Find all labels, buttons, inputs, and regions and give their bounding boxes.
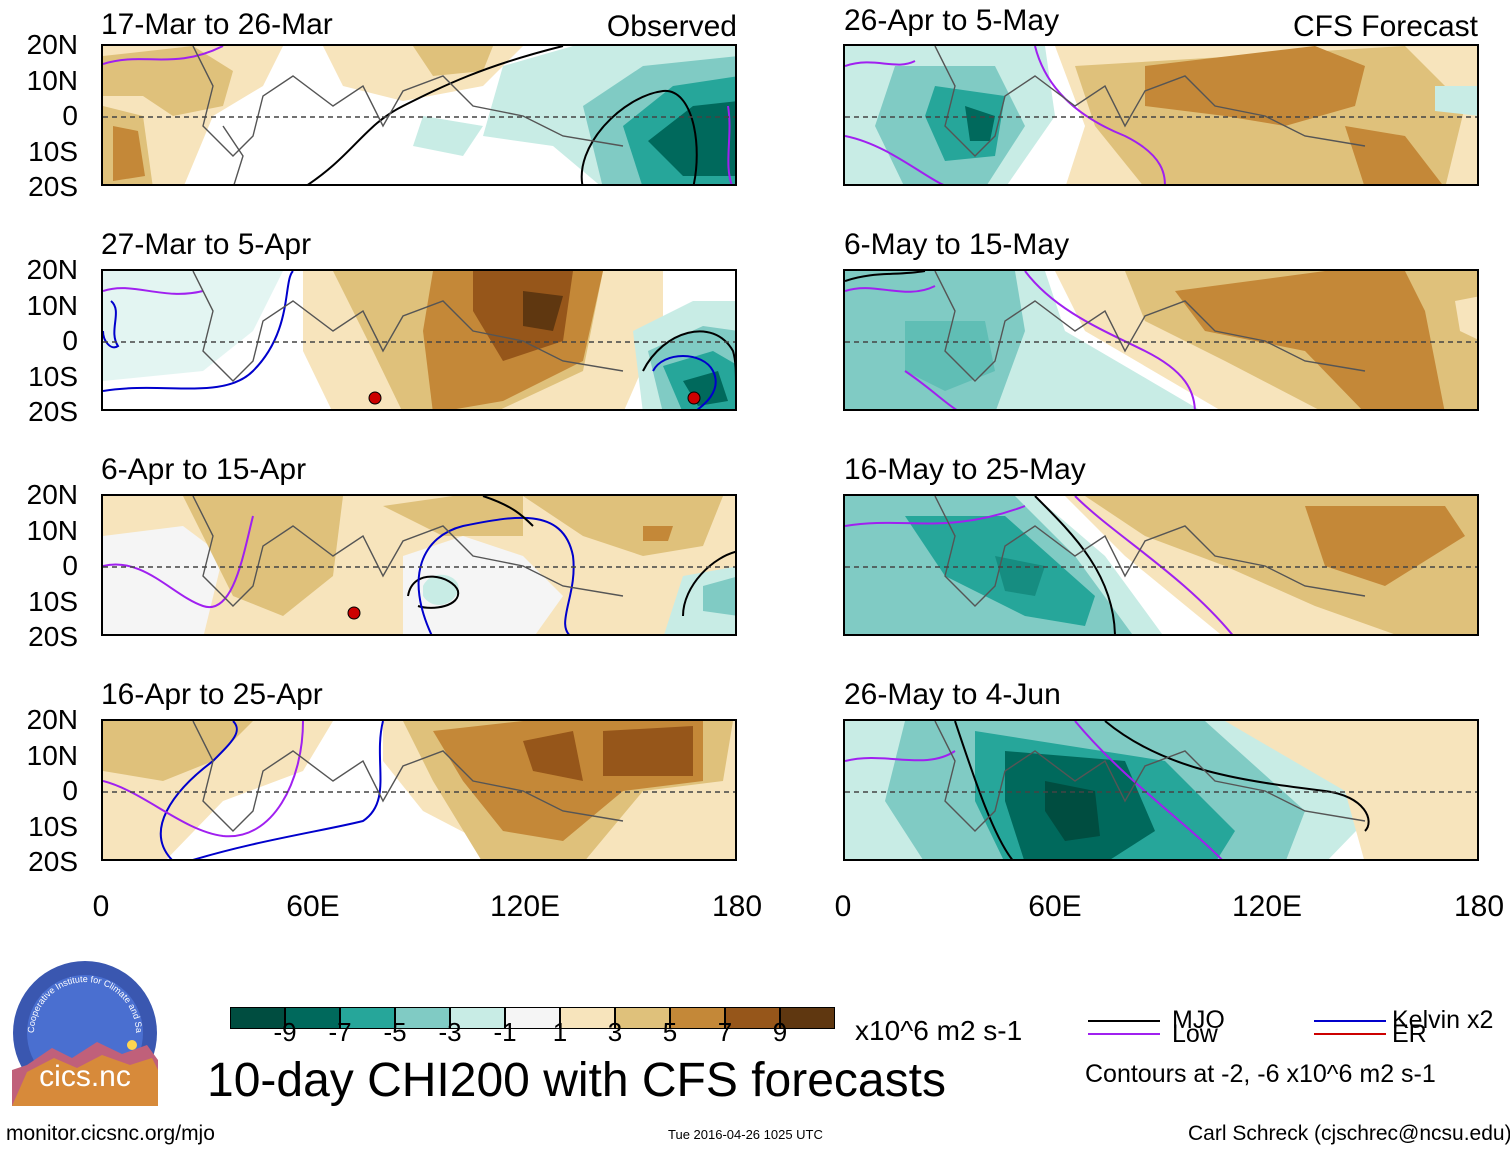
panel-4-title: 16-Apr to 25-Apr [101, 678, 323, 711]
y-tick-20s: 20S [28, 846, 78, 877]
colorbar-tick-label: -1 [493, 1017, 517, 1047]
colorbar-tick-label: -3 [438, 1017, 462, 1047]
kelvin-label: Kelvin x2 [1392, 1006, 1494, 1034]
x-tick-0: 0 [834, 890, 852, 923]
y-tick-10s: 10S [28, 811, 78, 842]
map-panel-8 [843, 719, 1479, 861]
panel-2-title: 27-Mar to 5-Apr [101, 228, 312, 261]
kelvin-line-swatch [1314, 1020, 1386, 1022]
colorbar-swatch [285, 1007, 340, 1029]
panel-6-title: 6-May to 15-May [844, 228, 1070, 261]
colorbar-tick-label: 9 [772, 1017, 788, 1047]
y-tick-20n: 20N [26, 479, 78, 510]
low-line-swatch [1088, 1033, 1160, 1035]
colorbar-swatch [560, 1007, 615, 1029]
colorbar-swatch [395, 1007, 450, 1029]
colorbar-tick-label: 1 [552, 1017, 568, 1047]
x-tick-0: 0 [92, 890, 110, 923]
cfs-forecast-label: CFS Forecast [1292, 10, 1478, 43]
panel-3-title: 6-Apr to 15-Apr [101, 453, 307, 486]
footer-url[interactable]: monitor.cicsnc.org/mjo [6, 1122, 215, 1145]
colorbar-tick-label: -7 [328, 1017, 352, 1047]
logo-text: cics.nc [39, 1060, 131, 1093]
mjo-label: MJO [1172, 1006, 1225, 1034]
colorbar-tick-label: -5 [383, 1017, 407, 1047]
y-tick-10n: 10N [26, 740, 78, 771]
map-panel-5 [843, 44, 1479, 186]
low-label: Low [1172, 1020, 1218, 1048]
colorbar-swatch [780, 1007, 835, 1029]
colorbar-units: x10^6 m2 s-1 [855, 1015, 1023, 1046]
colorbar-swatch [230, 1007, 285, 1029]
colorbar-tick-label: 3 [607, 1017, 623, 1047]
x-tick-180: 180 [1453, 890, 1505, 923]
colorbar-tick-label: -9 [273, 1017, 297, 1047]
cics-nc-logo: Cooperative Institute for Climate and Sa… [9, 952, 158, 1106]
y-tick-20s: 20S [28, 171, 78, 202]
logo-emblem: Cooperative Institute for Climate and Sa… [9, 952, 158, 1106]
y-tick-0: 0 [62, 550, 78, 581]
y-tick-0: 0 [62, 100, 78, 131]
map-panel-1 [101, 44, 737, 186]
observed-label: Observed [606, 10, 737, 43]
er-label: ER [1392, 1020, 1427, 1048]
x-tick-60e: 60E [286, 890, 340, 923]
y-tick-20n: 20N [26, 704, 78, 735]
colorbar-swatch [340, 1007, 395, 1029]
map-panel-4 [101, 719, 737, 861]
y-tick-10n: 10N [26, 290, 78, 321]
contours-note: Contours at -2, -6 x10^6 m2 s-1 [1085, 1060, 1436, 1088]
y-tick-0: 0 [62, 775, 78, 806]
colorbar-tick-label: 7 [717, 1017, 733, 1047]
footer-timestamp: Tue 2016-04-26 1025 UTC [668, 1127, 823, 1142]
panel-5-title: 26-Apr to 5-May [844, 4, 1060, 37]
map-panel-6 [843, 269, 1479, 411]
map-panel-7 [843, 494, 1479, 636]
footer-author: Carl Schreck (cjschrec@ncsu.edu) [1188, 1122, 1510, 1145]
main-title: 10-day CHI200 with CFS forecasts [207, 1054, 946, 1107]
colorbar-swatch [615, 1007, 670, 1029]
y-tick-10s: 10S [28, 361, 78, 392]
y-tick-10s: 10S [28, 136, 78, 167]
colorbar-swatch [505, 1007, 560, 1029]
map-panel-3 [101, 494, 737, 636]
colorbar-swatch [670, 1007, 725, 1029]
y-tick-20n: 20N [26, 254, 78, 285]
map-panel-2 [101, 269, 737, 411]
y-tick-10s: 10S [28, 586, 78, 617]
y-tick-10n: 10N [26, 515, 78, 546]
x-tick-180: 180 [711, 890, 763, 923]
y-tick-20n: 20N [26, 29, 78, 60]
colorbar-tick-label: 5 [662, 1017, 678, 1047]
x-tick-120e: 120E [1231, 890, 1303, 923]
y-tick-10n: 10N [26, 65, 78, 96]
y-tick-20s: 20S [28, 396, 78, 427]
y-tick-20s: 20S [28, 621, 78, 652]
x-tick-120e: 120E [489, 890, 561, 923]
y-tick-0: 0 [62, 325, 78, 356]
colorbar-swatch [725, 1007, 780, 1029]
mjo-line-swatch [1088, 1020, 1160, 1022]
panel-8-title: 26-May to 4-Jun [844, 678, 1061, 711]
er-line-swatch [1314, 1033, 1386, 1035]
colorbar-swatch [450, 1007, 505, 1029]
x-tick-60e: 60E [1028, 890, 1082, 923]
panel-1-title: 17-Mar to 26-Mar [101, 8, 333, 41]
panel-7-title: 16-May to 25-May [844, 453, 1086, 486]
